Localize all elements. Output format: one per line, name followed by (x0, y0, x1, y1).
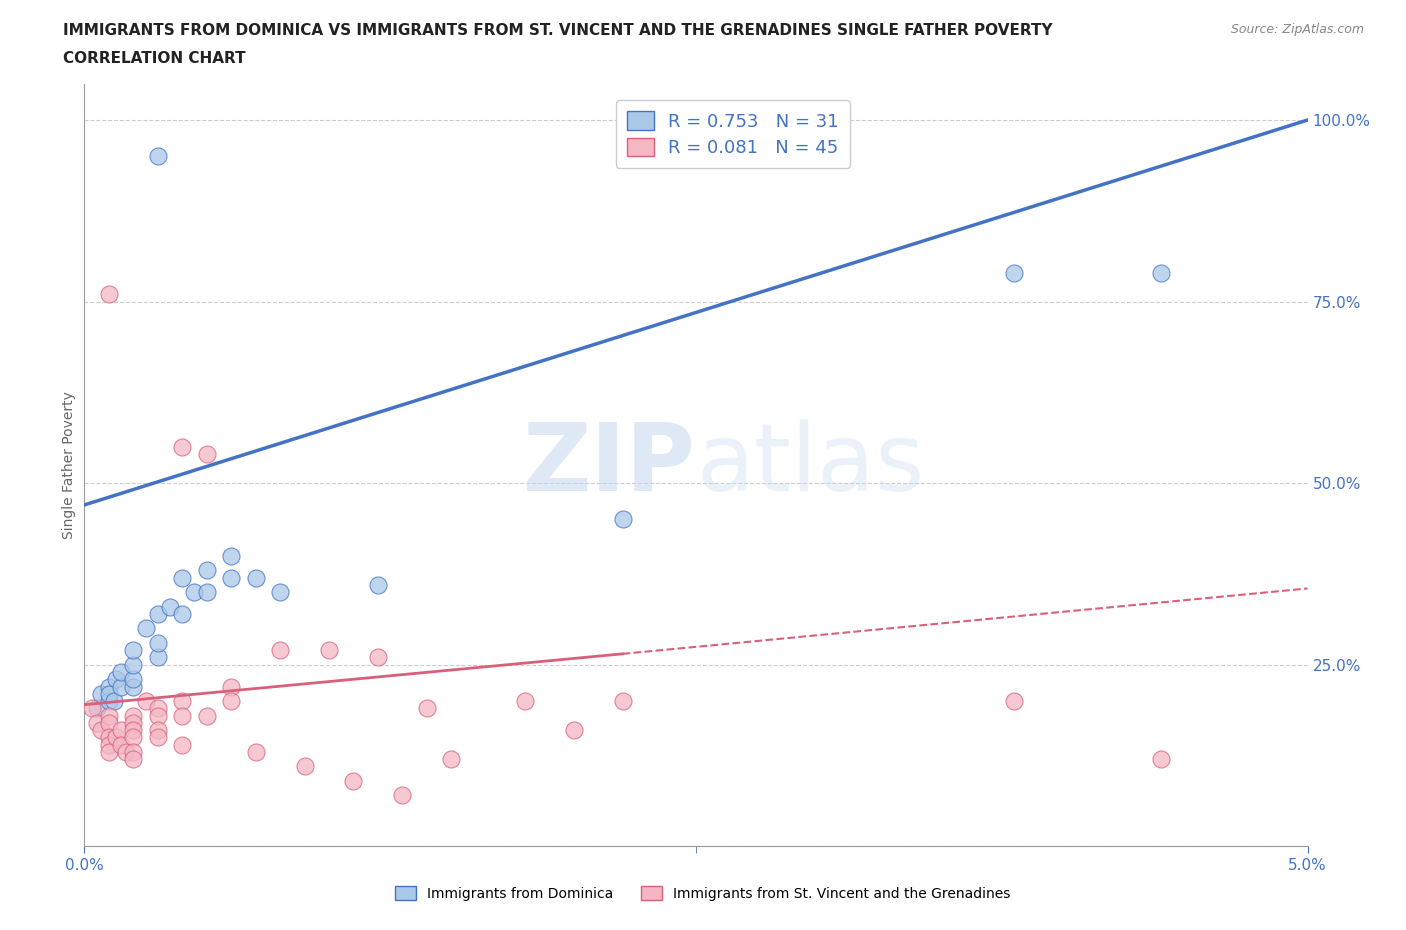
Point (269, 643, 291, 658)
Point (97, 679, 120, 694)
Point (122, 643, 145, 658)
Point (105, 671, 128, 686)
Point (90, 723, 112, 737)
Point (122, 671, 145, 686)
Point (135, 621, 157, 636)
Point (195, 708, 218, 723)
Point (172, 694, 194, 709)
Point (172, 708, 194, 723)
Point (97, 694, 120, 709)
Point (97, 708, 120, 723)
Point (80, 701, 103, 716)
Point (146, 650, 169, 665)
Point (612, 694, 634, 709)
Point (318, 643, 340, 658)
Point (146, 723, 169, 737)
Y-axis label: Single Father Poverty: Single Father Poverty (62, 391, 76, 539)
Point (103, 694, 125, 709)
Point (391, 788, 413, 803)
Point (86, 715, 108, 730)
Point (416, 701, 439, 716)
Point (122, 679, 145, 694)
Point (294, 759, 316, 774)
Point (122, 708, 145, 723)
Text: CORRELATION CHART: CORRELATION CHART (63, 51, 246, 66)
Point (122, 723, 145, 737)
Point (1150, 751, 1173, 766)
Point (195, 563, 218, 578)
Point (367, 650, 389, 665)
Legend: Immigrants from Dominica, Immigrants from St. Vincent and the Grenadines: Immigrants from Dominica, Immigrants fro… (389, 881, 1017, 907)
Point (1002, 694, 1025, 709)
Point (612, 512, 634, 527)
Point (146, 708, 169, 723)
Point (122, 730, 145, 745)
Point (135, 694, 157, 709)
Point (562, 723, 585, 737)
Text: Source: ZipAtlas.com: Source: ZipAtlas.com (1230, 23, 1364, 36)
Point (122, 715, 145, 730)
Point (110, 665, 132, 680)
Point (146, 635, 169, 650)
Point (172, 606, 194, 621)
Legend: R = 0.753   N = 31, R = 0.081   N = 45: R = 0.753 N = 31, R = 0.081 N = 45 (616, 100, 849, 168)
Point (172, 737, 194, 752)
Point (97, 744, 120, 759)
Point (86, 701, 108, 716)
Point (172, 570, 194, 585)
Point (122, 658, 145, 672)
Point (219, 679, 242, 694)
Point (97, 715, 120, 730)
Point (1002, 265, 1025, 280)
Point (110, 723, 132, 737)
Point (97, 730, 120, 745)
Point (367, 578, 389, 592)
Point (97, 286, 120, 301)
Point (195, 585, 218, 600)
Point (146, 701, 169, 716)
Text: IMMIGRANTS FROM DOMINICA VS IMMIGRANTS FROM ST. VINCENT AND THE GRENADINES SINGL: IMMIGRANTS FROM DOMINICA VS IMMIGRANTS F… (63, 23, 1053, 38)
Point (219, 694, 242, 709)
Point (122, 751, 145, 766)
Point (146, 606, 169, 621)
Point (110, 737, 132, 752)
Text: atlas: atlas (696, 419, 924, 511)
Point (219, 549, 242, 564)
Point (159, 599, 181, 614)
Point (1150, 265, 1173, 280)
Point (245, 744, 267, 759)
Point (90, 686, 112, 701)
Point (195, 446, 218, 461)
Point (219, 570, 242, 585)
Text: ZIP: ZIP (523, 419, 696, 511)
Point (245, 570, 267, 585)
Point (172, 439, 194, 454)
Point (342, 774, 364, 789)
Point (440, 751, 463, 766)
Point (122, 744, 145, 759)
Point (110, 679, 132, 694)
Point (97, 737, 120, 752)
Point (97, 686, 120, 701)
Point (513, 694, 536, 709)
Point (115, 744, 138, 759)
Point (269, 585, 291, 600)
Point (146, 149, 169, 164)
Point (105, 730, 128, 745)
Point (183, 585, 205, 600)
Point (146, 730, 169, 745)
